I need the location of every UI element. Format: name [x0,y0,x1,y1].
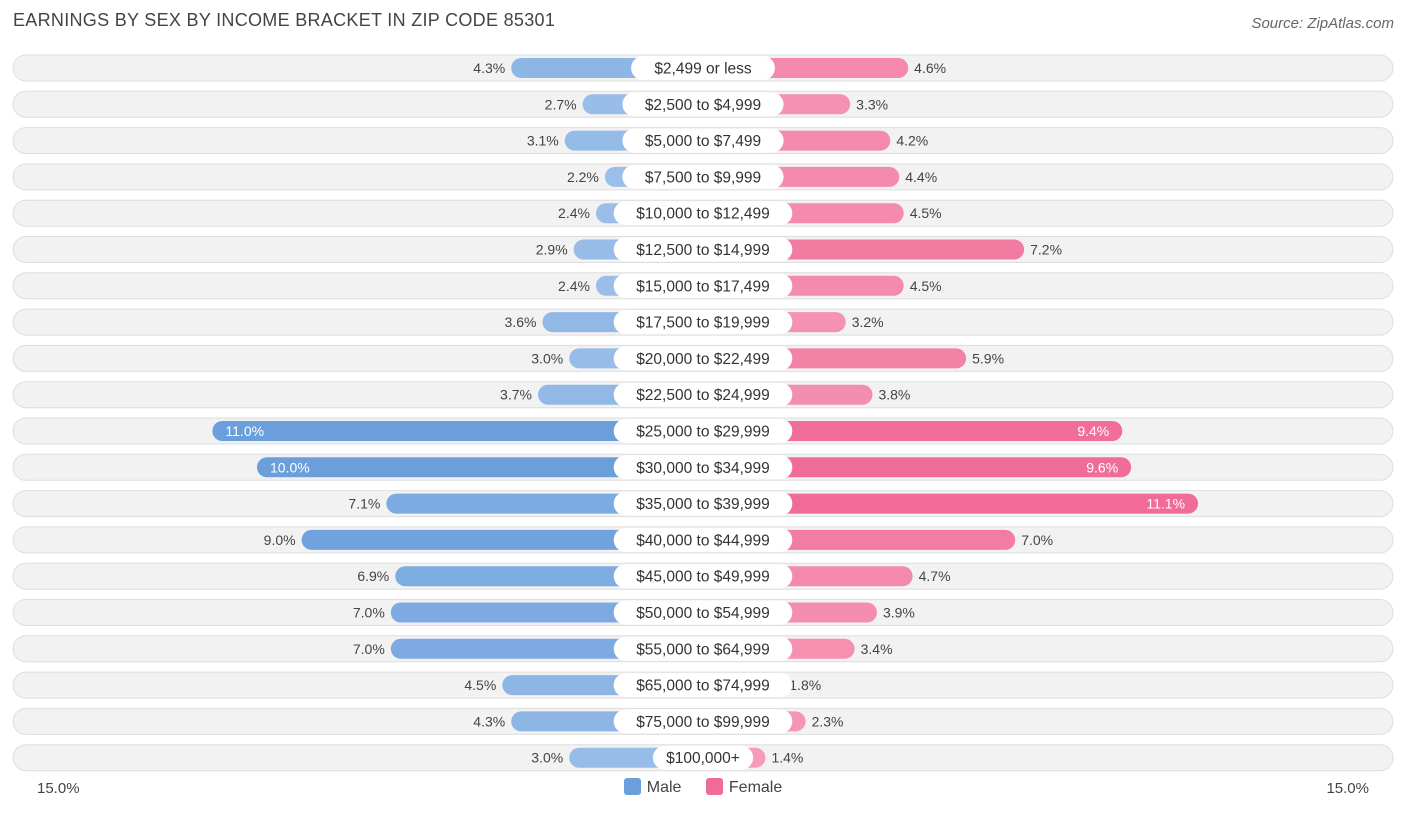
value-label-male: 2.2% [567,169,599,185]
category-pill [613,201,793,226]
category-pill [613,564,793,589]
category-label: $7,500 to $9,999 [645,169,761,186]
category-pill [613,273,793,298]
category-label: $12,500 to $14,999 [636,242,770,259]
value-label-female: 4.5% [910,205,942,221]
value-label-female: 2.3% [812,713,844,729]
category-label: $30,000 to $34,999 [636,460,770,477]
category-pill [613,310,793,335]
bar-female [703,457,1132,478]
bar-male [301,529,703,550]
value-label-male: 3.6% [505,314,537,330]
value-label-male: 7.0% [353,641,385,657]
legend: Male Female [0,778,1406,797]
value-label-male: 10.0% [270,459,310,475]
value-label-male: 9.0% [264,532,296,548]
bar-male [212,421,703,441]
value-label-male: 3.0% [531,350,563,366]
category-pill [622,164,784,189]
value-label-female: 4.2% [896,133,928,149]
value-label-female: 9.6% [1086,459,1118,475]
category-label: $2,500 to $4,999 [645,97,761,114]
category-label: $35,000 to $39,999 [636,496,770,513]
value-label-female: 7.2% [1030,242,1062,258]
value-label-male: 3.0% [531,750,563,766]
value-label-male: 3.1% [527,133,559,149]
source-label: Source: ZipAtlas.com [1251,15,1394,32]
legend-swatch-male [623,778,641,795]
category-label: $20,000 to $22,499 [636,351,770,368]
chart-area: 4.3% 4.6% $2,499 or less 2.7% 3.3% $2,500 to … [12,54,1394,772]
value-label-male: 2.7% [545,96,577,112]
bar-male [257,457,703,478]
category-label: $15,000 to $17,499 [636,278,770,295]
value-label-male: 2.4% [558,205,590,221]
value-label-female: 5.9% [972,350,1004,366]
value-label-female: 4.7% [919,568,951,584]
category-label: $25,000 to $29,999 [636,424,770,441]
value-label-female: 1.4% [771,750,803,766]
value-label-female: 4.6% [914,60,946,76]
category-pill [613,709,793,734]
category-pill [613,636,793,661]
legend-swatch-female [705,778,723,795]
category-pill [622,128,784,153]
value-label-male: 2.9% [536,242,568,258]
value-label-male: 2.4% [558,278,590,294]
value-label-male: 6.9% [357,568,389,584]
legend-label-female: Female [728,779,783,796]
category-pill [613,455,793,480]
chart-title: EARNINGS BY SEX BY INCOME BRACKET IN ZIP… [13,10,556,30]
axis-left-label: 15.0% [37,780,80,797]
value-label-female: 3.2% [852,314,884,330]
value-label-female: 4.4% [905,169,937,185]
value-label-female: 3.3% [856,96,888,112]
category-label: $100,000+ [666,750,740,767]
value-label-female: 9.4% [1077,423,1109,439]
value-label-male: 11.0% [225,423,264,439]
category-label: $65,000 to $74,999 [636,678,770,695]
value-label-male: 3.7% [500,387,532,403]
category-label: $17,500 to $19,999 [636,315,770,332]
category-label: $2,499 or less [654,61,752,78]
category-label: $50,000 to $54,999 [636,605,770,622]
value-label-female: 7.0% [1021,532,1053,548]
bar-female [703,421,1123,441]
category-pill [613,237,793,262]
category-label: $40,000 to $44,999 [636,532,770,549]
category-pill [613,346,793,371]
bar-female [703,493,1199,514]
value-label-female: 1.8% [789,677,821,693]
category-label: $45,000 to $49,999 [636,569,770,586]
value-label-male: 7.0% [353,605,385,621]
value-label-male: 4.3% [473,713,505,729]
category-pill [622,92,784,117]
value-label-male: 7.1% [348,496,380,512]
category-pill [631,56,775,80]
category-label: $22,500 to $24,999 [636,387,770,404]
category-label: $55,000 to $64,999 [636,641,770,658]
category-label: $75,000 to $99,999 [636,714,770,731]
category-label: $10,000 to $12,499 [636,206,770,223]
category-label: $5,000 to $7,499 [645,133,761,150]
value-label-female: 4.5% [910,278,942,294]
legend-item-female[interactable]: Female [705,778,783,797]
value-label-female: 3.9% [883,605,915,621]
category-pill [613,673,793,698]
value-label-male: 4.3% [473,60,505,76]
value-label-female: 3.8% [878,387,910,403]
legend-item-male[interactable]: Male [623,778,682,797]
category-pill [652,745,754,770]
axis-right-label: 15.0% [1326,780,1369,797]
category-pill [613,491,793,516]
legend-label-male: Male [646,779,682,796]
category-pill [613,527,793,552]
value-label-female: 11.1% [1146,496,1185,512]
value-label-female: 3.4% [861,641,893,657]
value-label-male: 4.5% [464,677,496,693]
category-pill [613,382,793,407]
category-pill [613,419,793,443]
category-pill [613,600,793,625]
